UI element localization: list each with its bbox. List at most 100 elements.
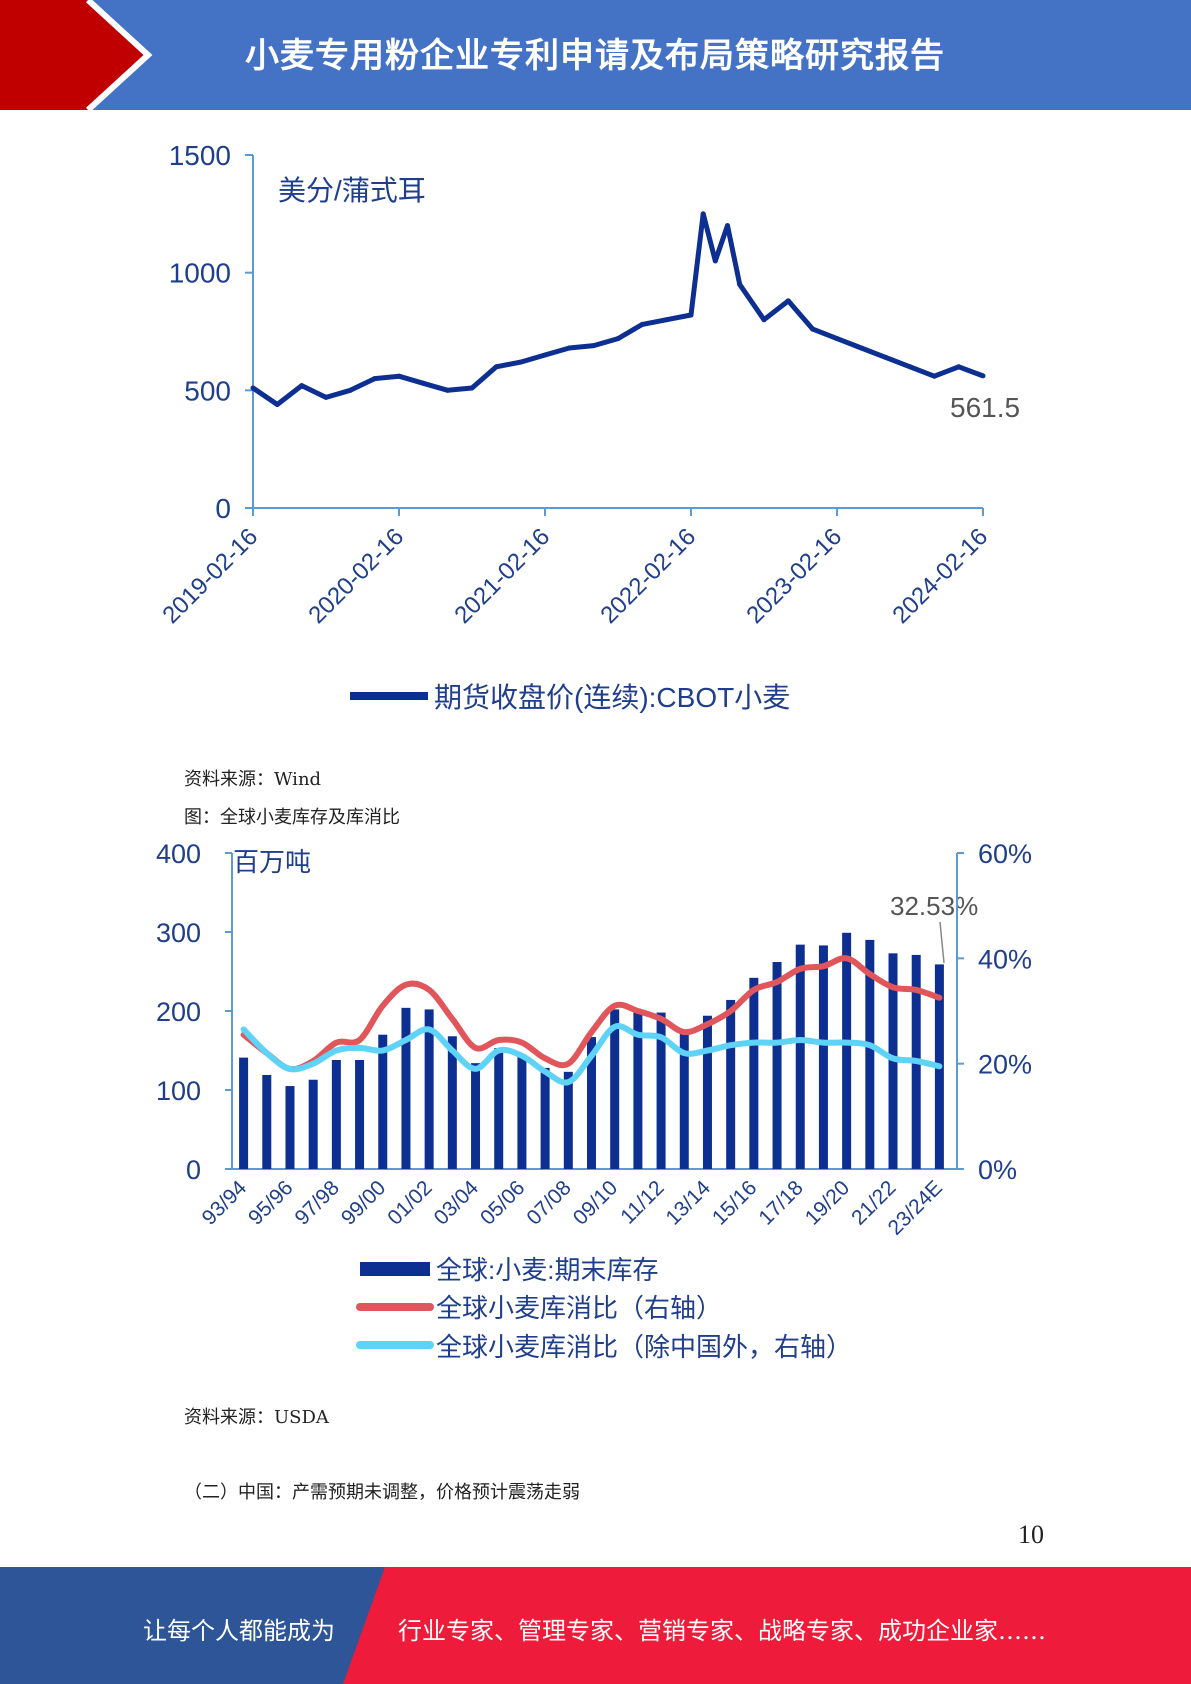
- chart2-left-tick-label: 100: [156, 1076, 201, 1106]
- chart1-x-tick-label: 2024-02-16: [887, 523, 993, 629]
- chart1-data-point: [250, 385, 256, 391]
- chart2-ratio-exchina-point: [428, 1028, 430, 1030]
- chart2-ratio-exchina-point: [289, 1068, 291, 1070]
- chart2-right-tick-label: 20%: [978, 1050, 1032, 1080]
- chart1-data-point: [834, 336, 840, 342]
- chart2-x-tick-label: 17/18: [754, 1176, 807, 1229]
- chart2-bar: [563, 1071, 573, 1169]
- chart2-ratio-exchina-point: [498, 1050, 500, 1051]
- chart2-ratio-exchina-point: [683, 1052, 685, 1054]
- chart2-x-tick-label: 07/08: [522, 1176, 575, 1229]
- chart1-y-tick-label: 1000: [169, 258, 231, 289]
- chart2-ratio-exchina-point: [405, 1039, 407, 1041]
- chart2-x-tick-label: 05/06: [476, 1176, 529, 1229]
- chart2-x-tick-label: 11/12: [616, 1176, 668, 1228]
- chart2-bar: [494, 1048, 504, 1169]
- chart2-bar: [331, 1059, 341, 1169]
- chart2-ratio-point: [915, 989, 917, 991]
- chart2-ratio-exchina-point: [359, 1047, 361, 1049]
- page-number: 10: [1018, 1520, 1044, 1549]
- chart2-ratio-point: [614, 1005, 616, 1007]
- footer-slogan-left: 让每个人都能成为: [143, 1617, 335, 1645]
- chart2-left-tick-label: 0: [186, 1155, 201, 1185]
- chart2-x-tick-label: 95/96: [244, 1176, 297, 1229]
- chart2-left-tick-label: 400: [156, 839, 201, 869]
- chart2-ratio-exchina-point: [660, 1036, 662, 1038]
- chart2-x-tick-label: 03/04: [430, 1176, 484, 1230]
- chart1-data-point: [591, 343, 597, 349]
- chart1-data-point: [420, 380, 426, 386]
- chart1-y-tick-label: 0: [215, 493, 231, 524]
- chart1-y-tick-label: 1500: [169, 140, 231, 171]
- chart2-ratio-point: [799, 968, 801, 970]
- chart2-x-tick-label: 19/20: [801, 1176, 854, 1229]
- chart2-ratio-point: [683, 1031, 685, 1033]
- chart2-ratio-point: [498, 1039, 500, 1041]
- chart2-legend-label-bar: 全球:小麦:期末库存: [436, 1255, 658, 1285]
- chart1-data-point: [299, 383, 305, 389]
- chart2-ratio-point: [892, 986, 894, 988]
- chart2-bar: [401, 1007, 411, 1169]
- chart2-ratio-point: [938, 997, 940, 999]
- chart2-ratio-point: [475, 1047, 477, 1049]
- chart2-bar: [795, 944, 805, 1169]
- chart2-bar: [378, 1034, 388, 1169]
- chart2-ratio-exchina-point: [591, 1055, 592, 1057]
- chart2-bar: [679, 1029, 689, 1169]
- chart2-ratio-point: [753, 989, 755, 991]
- chart1-data-point: [907, 364, 913, 370]
- header-arrow-graphic: [0, 0, 153, 110]
- chart1-data-point: [688, 312, 694, 318]
- chart1-x-tick-label: 2023-02-16: [741, 523, 847, 629]
- chart1-x-tick-label: 2020-02-16: [303, 523, 409, 629]
- source-usda: 资料来源：USDA: [184, 1407, 329, 1428]
- footer-slogan-right: 行业专家、管理专家、营销专家、战略专家、成功企业家……: [398, 1617, 1046, 1645]
- chart2-ratio-exchina-point: [730, 1044, 732, 1046]
- chart2-ratio-point: [451, 1018, 453, 1020]
- chart1-data-point: [700, 211, 706, 217]
- chart2-ratio-point: [567, 1063, 569, 1065]
- chart1-data-point: [956, 364, 962, 370]
- chart2-ratio-exchina-point: [243, 1028, 245, 1030]
- chart2-ratio-exchina-point: [869, 1044, 871, 1046]
- chart2-ratio-point: [382, 1005, 384, 1007]
- chart2-bar: [355, 1059, 365, 1169]
- chart1-data-point: [518, 359, 524, 365]
- chart2-bar: [587, 1037, 596, 1169]
- chart2-ratio-point: [243, 1034, 245, 1036]
- chart2-ratio-point: [846, 957, 848, 959]
- chart2-bar: [540, 1067, 550, 1169]
- chart2-ratio-point: [359, 1039, 361, 1041]
- chart2-ratio-point: [660, 1018, 662, 1020]
- chart2-ratio-exchina-point: [753, 1042, 755, 1044]
- chart2-bar: [772, 962, 782, 1169]
- chart2-ratio-point: [521, 1042, 523, 1044]
- chart2-ratio-point: [405, 984, 407, 986]
- chart2-bar: [633, 1011, 643, 1169]
- chart2-bar: [749, 977, 759, 1169]
- chart2-bar: [447, 1036, 457, 1169]
- report-title: 小麦专用粉企业专利申请及布局策略研究报告: [245, 36, 945, 76]
- chart2-ratio-point: [776, 981, 778, 983]
- chart1-data-point: [542, 352, 548, 358]
- chart1-data-point: [810, 326, 816, 332]
- chart1-data-point: [469, 385, 475, 391]
- chart1-data-point: [347, 387, 353, 393]
- chart2-x-tick-label: 99/00: [337, 1176, 390, 1229]
- chart1-unit-label: 美分/蒲式耳: [278, 175, 426, 206]
- chart2-ratio-point: [637, 1010, 639, 1012]
- chart2-bar: [610, 1009, 620, 1169]
- chart2-bar: [308, 1079, 318, 1169]
- chart2-ratio-exchina-point: [706, 1050, 708, 1051]
- chart1-data-point: [761, 317, 767, 323]
- chart2-bar: [239, 1057, 249, 1169]
- chart1-data-point: [785, 298, 791, 304]
- chart1-legend-label: 期货收盘价(连续):CBOT小麦: [434, 682, 790, 713]
- chart2-ratio-point: [869, 973, 871, 975]
- chart2-ratio-point: [335, 1042, 337, 1044]
- chart2-ratio-exchina-point: [567, 1081, 569, 1083]
- chart1-last-value-label: 561.5: [950, 392, 1020, 423]
- chart2-legend-label-cyan: 全球小麦库消比（除中国外，右轴）: [436, 1332, 852, 1362]
- chart1-x-tick-label: 2022-02-16: [595, 523, 701, 629]
- chart2-x-tick-label: 15/16: [708, 1176, 761, 1229]
